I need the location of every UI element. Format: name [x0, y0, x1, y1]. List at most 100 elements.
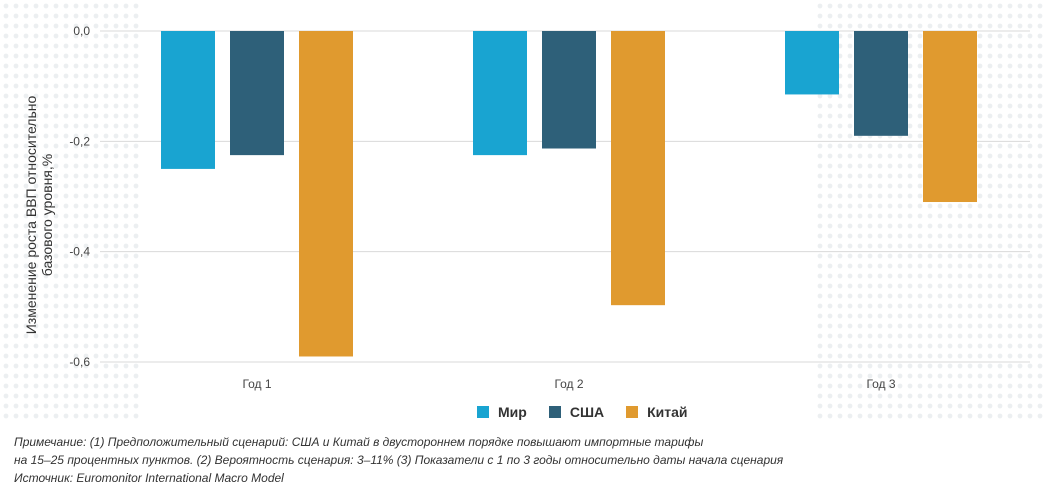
- bg-dot: [93, 243, 99, 249]
- bg-dot: [33, 273, 39, 279]
- bg-dot: [53, 283, 59, 289]
- bg-dot: [957, 413, 963, 419]
- bg-dot: [1017, 63, 1023, 69]
- bg-dot: [113, 133, 119, 139]
- bg-dot: [113, 23, 119, 29]
- bg-dot: [123, 63, 129, 69]
- bg-dot: [123, 13, 129, 19]
- bg-dot: [877, 413, 883, 419]
- bg-dot: [877, 373, 883, 379]
- bg-dot: [1017, 103, 1023, 109]
- bg-dot: [33, 293, 39, 299]
- bg-dot: [937, 243, 943, 249]
- bg-dot: [113, 73, 119, 79]
- bg-dot: [977, 393, 983, 399]
- bg-dot: [1007, 383, 1013, 389]
- bg-dot: [917, 323, 923, 329]
- bg-dot: [1007, 93, 1013, 99]
- bg-dot: [827, 273, 833, 279]
- bg-dot: [13, 333, 19, 339]
- bg-dot: [827, 103, 833, 109]
- bg-dot: [837, 223, 843, 229]
- bg-dot: [73, 263, 79, 269]
- bg-dot: [53, 83, 59, 89]
- bg-dot: [1027, 343, 1033, 349]
- bg-dot: [847, 253, 853, 259]
- bg-dot: [917, 203, 923, 209]
- bg-dot: [987, 253, 993, 259]
- note-line-1: Примечание: (1) Предположительный сценар…: [14, 435, 704, 449]
- bg-dot: [967, 363, 973, 369]
- bg-dot: [53, 173, 59, 179]
- bg-dot: [63, 263, 69, 269]
- bg-dot: [53, 383, 59, 389]
- bg-dot: [907, 303, 913, 309]
- bg-dot: [987, 73, 993, 79]
- bg-dot: [887, 283, 893, 289]
- bg-dot: [847, 173, 853, 179]
- bg-dot: [1007, 243, 1013, 249]
- bg-dot: [887, 393, 893, 399]
- bg-dot: [63, 73, 69, 79]
- bg-dot: [1017, 123, 1023, 129]
- bg-dot: [23, 353, 29, 359]
- bg-dot: [103, 273, 109, 279]
- bg-dot: [997, 403, 1003, 409]
- bg-dot: [987, 273, 993, 279]
- bg-dot: [887, 223, 893, 229]
- bg-dot: [897, 163, 903, 169]
- bg-dot: [997, 173, 1003, 179]
- bg-dot: [33, 63, 39, 69]
- bg-dot: [83, 343, 89, 349]
- bg-dot: [103, 13, 109, 19]
- bg-dot: [997, 243, 1003, 249]
- bg-dot: [927, 263, 933, 269]
- bg-dot: [1027, 213, 1033, 219]
- bg-dot: [907, 153, 913, 159]
- bg-dot: [53, 33, 59, 39]
- bg-dot: [53, 263, 59, 269]
- bg-dot: [1027, 23, 1033, 29]
- bg-dot: [1007, 233, 1013, 239]
- bg-dot: [977, 363, 983, 369]
- bg-dot: [13, 3, 19, 9]
- bg-dot: [917, 163, 923, 169]
- bg-dot: [997, 163, 1003, 169]
- bg-dot: [23, 313, 29, 319]
- bg-dot: [73, 303, 79, 309]
- bg-dot: [1027, 83, 1033, 89]
- bg-dot: [1017, 303, 1023, 309]
- bg-dot: [917, 123, 923, 129]
- bg-dot: [997, 43, 1003, 49]
- bg-dot: [827, 153, 833, 159]
- bars: [161, 31, 977, 357]
- bg-dot: [113, 253, 119, 259]
- bg-dot: [877, 383, 883, 389]
- bg-dot: [897, 393, 903, 399]
- bg-dot: [63, 143, 69, 149]
- bg-dot: [23, 193, 29, 199]
- bg-dot: [917, 293, 923, 299]
- bg-dot: [113, 53, 119, 59]
- bg-dot: [73, 163, 79, 169]
- bg-dot: [957, 373, 963, 379]
- bg-dot: [997, 73, 1003, 79]
- bg-dot: [133, 203, 139, 209]
- bg-dot: [967, 263, 973, 269]
- bg-dot: [1037, 373, 1043, 379]
- bg-dot: [877, 353, 883, 359]
- bg-dot: [1017, 93, 1023, 99]
- bg-dot: [937, 303, 943, 309]
- bg-dot: [93, 403, 99, 409]
- bg-dot: [63, 403, 69, 409]
- bg-dot: [33, 213, 39, 219]
- bg-dot: [917, 363, 923, 369]
- bg-dot: [43, 3, 49, 9]
- bg-dot: [13, 193, 19, 199]
- bg-dot: [867, 143, 873, 149]
- bg-dot: [967, 293, 973, 299]
- bg-dot: [1017, 163, 1023, 169]
- bg-dot: [857, 193, 863, 199]
- bg-dot: [817, 143, 823, 149]
- bg-dot: [1027, 93, 1033, 99]
